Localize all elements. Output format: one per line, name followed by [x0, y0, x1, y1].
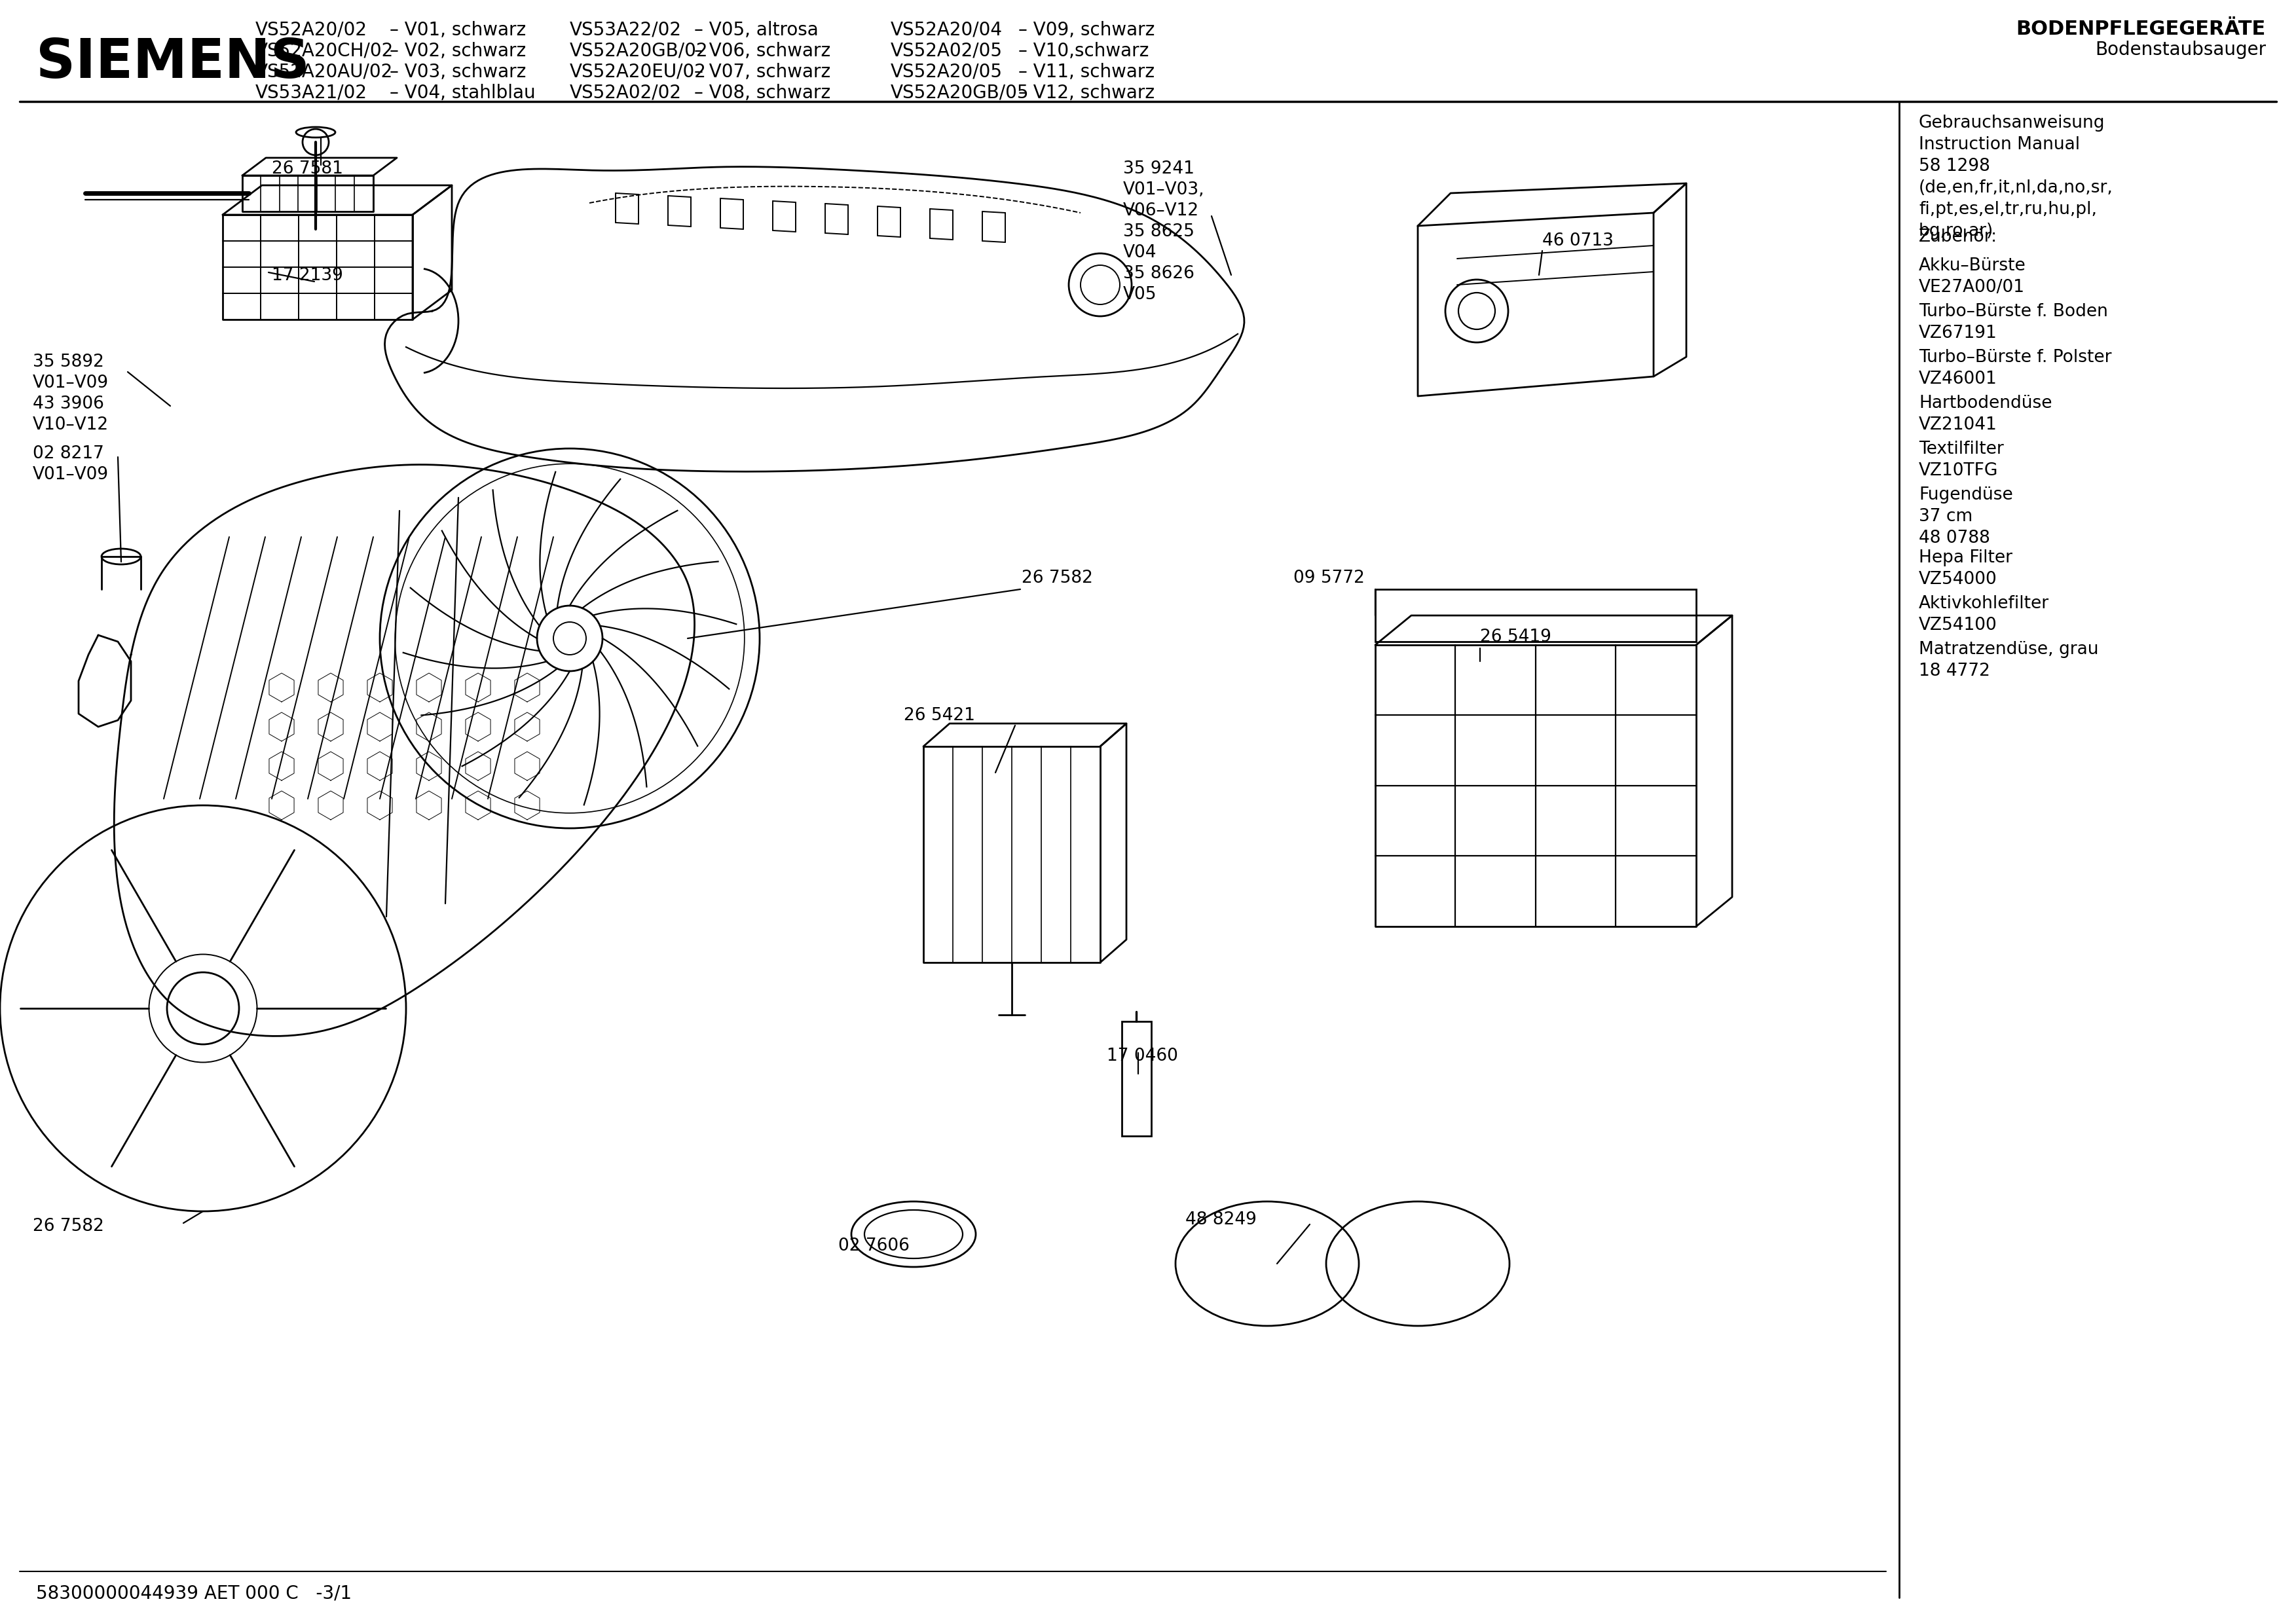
Text: 26 7582: 26 7582: [32, 1217, 103, 1235]
Text: Matratzendüse, grau
18 4772: Matratzendüse, grau 18 4772: [1919, 642, 2099, 680]
Text: VS52A20GB/02: VS52A20GB/02: [569, 42, 707, 60]
Text: – V05, altrosa: – V05, altrosa: [693, 21, 817, 39]
Text: Hepa Filter
VZ54000: Hepa Filter VZ54000: [1919, 550, 2011, 588]
Text: Zubehör:: Zubehör:: [1919, 229, 1998, 245]
Text: VS52A20EU/02: VS52A20EU/02: [569, 63, 707, 81]
Text: Gebrauchsanweisung
Instruction Manual
58 1298
(de,en,fr,it,nl,da,no,sr,
fi,pt,es: Gebrauchsanweisung Instruction Manual 58…: [1919, 114, 2112, 240]
Text: VS52A20CH/02: VS52A20CH/02: [255, 42, 393, 60]
Text: 17 2139: 17 2139: [271, 268, 342, 284]
Text: 48 8249: 48 8249: [1185, 1211, 1256, 1228]
Text: SIEMENS: SIEMENS: [37, 35, 310, 89]
Text: – V07, schwarz: – V07, schwarz: [693, 63, 831, 81]
Text: Hartbodendüse
VZ21041: Hartbodendüse VZ21041: [1919, 395, 2053, 434]
Text: Bodenstaubsauger: Bodenstaubsauger: [2094, 40, 2266, 60]
Bar: [1123, 1022, 1150, 1136]
Text: – V03, schwarz: – V03, schwarz: [390, 63, 526, 81]
Text: 26 7581: 26 7581: [271, 161, 342, 177]
Text: 02 8217
V01–V09: 02 8217 V01–V09: [32, 445, 108, 484]
Text: VS52A20/04: VS52A20/04: [891, 21, 1003, 39]
Text: – V01, schwarz: – V01, schwarz: [390, 21, 526, 39]
Text: VS52A20/02: VS52A20/02: [255, 21, 367, 39]
Text: 46 0713: 46 0713: [1543, 232, 1614, 250]
Text: – V11, schwarz: – V11, schwarz: [1019, 63, 1155, 81]
Text: – V04, stahlblau: – V04, stahlblau: [390, 84, 535, 102]
Text: – V06, schwarz: – V06, schwarz: [693, 42, 831, 60]
Text: Akku–Bürste
VE27A00/01: Akku–Bürste VE27A00/01: [1919, 258, 2025, 297]
Text: – V09, schwarz: – V09, schwarz: [1019, 21, 1155, 39]
Text: Turbo–Bürste f. Polster
VZ46001: Turbo–Bürste f. Polster VZ46001: [1919, 348, 2112, 387]
Text: VS53A21/02: VS53A21/02: [255, 84, 367, 102]
Text: 26 7582: 26 7582: [1022, 569, 1093, 587]
Text: VS53A22/02: VS53A22/02: [569, 21, 682, 39]
Text: VS52A20GB/05: VS52A20GB/05: [891, 84, 1029, 102]
Text: 02 7606: 02 7606: [838, 1238, 909, 1254]
Text: 35 5892
V01–V09
43 3906
V10–V12: 35 5892 V01–V09 43 3906 V10–V12: [32, 353, 108, 434]
Text: 26 5421: 26 5421: [905, 708, 976, 724]
Text: 58300000044939 AET 000 C   -3/1: 58300000044939 AET 000 C -3/1: [37, 1585, 351, 1602]
Text: 26 5419: 26 5419: [1481, 629, 1552, 645]
Text: – V12, schwarz: – V12, schwarz: [1019, 84, 1155, 102]
Text: – V08, schwarz: – V08, schwarz: [693, 84, 831, 102]
Text: – V10,schwarz: – V10,schwarz: [1019, 42, 1148, 60]
Text: 09 5772: 09 5772: [1293, 569, 1364, 587]
Text: 17 0460: 17 0460: [1107, 1048, 1178, 1064]
Text: Aktivkohlefilter
VZ54100: Aktivkohlefilter VZ54100: [1919, 595, 2050, 634]
Text: – V02, schwarz: – V02, schwarz: [390, 42, 526, 60]
Text: Textilfilter
VZ10TFG: Textilfilter VZ10TFG: [1919, 440, 2004, 479]
Text: Turbo–Bürste f. Boden
VZ67191: Turbo–Bürste f. Boden VZ67191: [1919, 303, 2108, 342]
Text: Fugendüse
37 cm
48 0788: Fugendüse 37 cm 48 0788: [1919, 487, 2014, 546]
Text: 35 9241
V01–V03,
V06–V12
35 8625
V04
35 8626
V05: 35 9241 V01–V03, V06–V12 35 8625 V04 35 …: [1123, 161, 1205, 303]
Bar: [1375, 590, 1697, 642]
Text: VS52A20AU/02: VS52A20AU/02: [255, 63, 393, 81]
Text: BODENPFLEGEGERÄTE: BODENPFLEGEGERÄTE: [2016, 19, 2266, 39]
Text: VS52A02/05: VS52A02/05: [891, 42, 1003, 60]
Text: VS52A20/05: VS52A20/05: [891, 63, 1003, 81]
Text: VS52A02/02: VS52A02/02: [569, 84, 682, 102]
